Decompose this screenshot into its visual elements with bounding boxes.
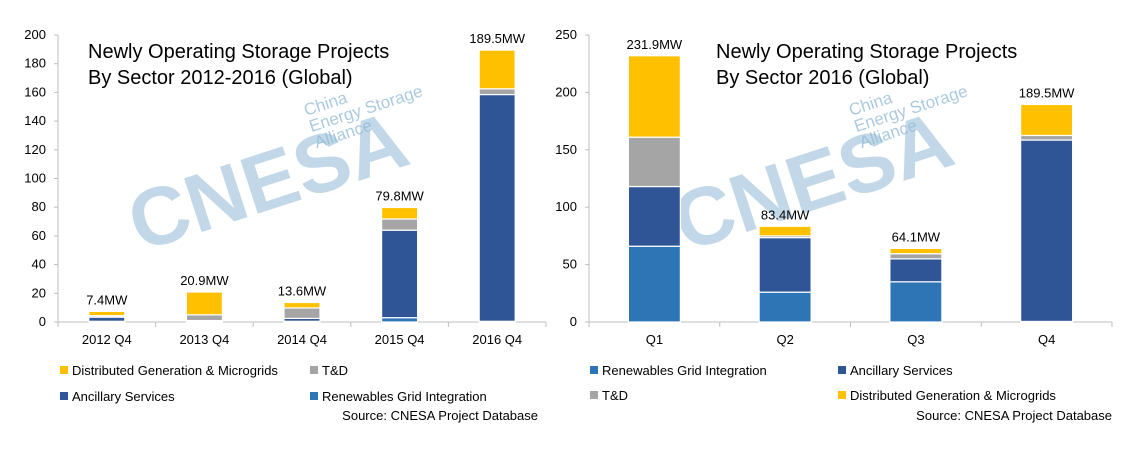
chart-1-title-line-1: Newly Operating Storage Projects: [88, 41, 389, 63]
chart-1-bar-2015-q4-ancillary-services: [381, 229, 419, 319]
chart-2-title-line-1: Newly Operating Storage Projects: [716, 41, 1017, 63]
chart-1-bar-2016-q4-t-d: [478, 88, 516, 96]
chart-1-total-label-2016-q4: 189.5MW: [469, 31, 525, 46]
chart-2-bar-q1-ancillary-services: [627, 185, 681, 247]
chart-1-x-tick-label: 2014 Q4: [277, 332, 327, 347]
chart-1-bars: [88, 49, 516, 323]
chart-1-x-tick-label: 2013 Q4: [179, 332, 229, 347]
chart-2-data-labels: 231.9MW 83.4MW 64.1MW 189.5MW: [627, 37, 1076, 245]
chart-1-bar-2016-q4-distributed-generation-microgrids: [478, 49, 516, 90]
chart-1-total-label-2013-q4: 20.9MW: [180, 273, 229, 288]
chart-1-y-tick-label: 160: [24, 84, 46, 99]
chart-1-legend-swatch-ancillary: [60, 392, 68, 400]
chart-1-y-tick-label: 180: [24, 56, 46, 71]
chart-1-y-tick-label: 0: [39, 314, 46, 329]
chart-1-legend: Distributed Generation & Microgrids T&D …: [60, 363, 487, 404]
chart-2-y-tick-label: 250: [555, 27, 577, 42]
chart-2-bar-q4-distributed-generation-microgrids: [1020, 103, 1074, 137]
chart-1-bar-2015-q4-t-d: [381, 218, 419, 231]
chart-2-bar-q3-ancillary-services: [889, 258, 943, 283]
chart-2-total-label-q3: 64.1MW: [892, 229, 941, 244]
chart-1-source: Source: CNESA Project Database: [342, 408, 538, 423]
chart-1-legend-swatch-td: [310, 366, 318, 374]
chart-2-bar-q3-distributed-generation-microgrids: [889, 247, 943, 255]
chart-1-total-label-2015-q4: 79.8MW: [375, 188, 424, 203]
chart-1-data-labels: 7.4MW 20.9MW 13.6MW 79.8MW 189.5MW: [86, 31, 526, 307]
chart-2-x-tick-label: Q3: [907, 332, 924, 347]
chart-1-legend-label-dg: Distributed Generation & Microgrids: [72, 363, 278, 378]
chart-2-y-tick-label: 200: [555, 84, 577, 99]
chart-2-legend-swatch-ancillary: [838, 366, 846, 374]
chart-2-legend-swatch-renewables: [590, 366, 598, 374]
chart-2-bar-q4-t-d: [1020, 134, 1074, 141]
chart-2-y-tick-label: 50: [563, 257, 577, 272]
chart-1-legend-label-ancillary: Ancillary Services: [72, 389, 175, 404]
chart-1-y-tick-label: 60: [32, 228, 46, 243]
chart-2-y-tick-label: 150: [555, 142, 577, 157]
chart-2-bar-q2-ancillary-services: [758, 237, 812, 293]
chart-2-legend-label-td: T&D: [602, 388, 628, 403]
chart-1-y-tick-label: 140: [24, 113, 46, 128]
chart-1-bar-2013-q4-t-d: [185, 314, 223, 322]
chart-1-title-line-2: By Sector 2012-2016 (Global): [88, 67, 353, 89]
chart-2-total-label-q1: 231.9MW: [627, 37, 683, 52]
chart-1-bar-2013-q4-distributed-generation-microgrids: [185, 291, 223, 316]
chart-1-x-tick-label: 2016 Q4: [472, 332, 522, 347]
chart-1-bar-2015-q4-renewables-grid-integration: [381, 317, 419, 323]
chart-2-legend: Renewables Grid Integration Ancillary Se…: [590, 363, 1056, 403]
chart-2-bars: [627, 55, 1074, 323]
chart-2-source: Source: CNESA Project Database: [916, 408, 1112, 423]
chart-2-x-tick-label: Q4: [1038, 332, 1055, 347]
chart-2-legend-swatch-dg: [838, 391, 846, 399]
chart-2-total-label-q4: 189.5MW: [1019, 85, 1075, 100]
chart-1-y-tick-label: 20: [32, 285, 46, 300]
chart-1-total-label-2014-q4: 13.6MW: [278, 283, 327, 298]
chart-1-y-tick-label: 120: [24, 142, 46, 157]
chart-2-watermark: CNESA China Energy Storage Alliance: [662, 81, 970, 269]
chart-2-legend-label-ancillary: Ancillary Services: [850, 363, 953, 378]
chart-1-x-tick-label: 2015 Q4: [375, 332, 425, 347]
chart-2-y-tick-label: 0: [570, 314, 577, 329]
chart-1-y-tick-label: 40: [32, 257, 46, 272]
chart-1-bar-2014-q4-t-d: [283, 307, 321, 320]
chart-1-watermark-main: CNESA: [117, 94, 418, 269]
chart-2-total-label-q2: 83.4MW: [761, 207, 810, 222]
chart-2-bar-q3-t-d: [889, 253, 943, 260]
chart-2-bar-q1-renewables-grid-integration: [627, 245, 681, 323]
chart-1-x-tick-label: 2012 Q4: [82, 332, 132, 347]
chart-1: CNESA China Energy Storage Alliance 0204…: [24, 27, 547, 423]
chart-1-total-label-2012-q4: 7.4MW: [86, 292, 128, 307]
chart-1-legend-swatch-dg: [60, 366, 68, 374]
chart-1-bar-2014-q4-distributed-generation-microgrids: [283, 301, 321, 309]
chart-2: CNESA China Energy Storage Alliance 0 50 1…: [555, 27, 1113, 423]
chart-1-bar-2015-q4-distributed-generation-microgrids: [381, 206, 419, 220]
chart-2-x-tick-label: Q1: [646, 332, 663, 347]
chart-2-bar-q1-t-d: [627, 136, 681, 188]
chart-2-bar-q2-distributed-generation-microgrids: [758, 225, 812, 237]
chart-2-bar-q3-renewables-grid-integration: [889, 281, 943, 323]
chart-1-y-tick-label: 200: [24, 27, 46, 42]
chart-1-legend-label-renewables: Renewables Grid Integration: [322, 389, 487, 404]
chart-2-legend-label-renewables: Renewables Grid Integration: [602, 363, 767, 378]
chart-2-bar-q4-ancillary-services: [1020, 139, 1074, 323]
chart-2-y-tick-label: 100: [555, 199, 577, 214]
chart-1-legend-label-td: T&D: [322, 363, 348, 378]
chart-2-legend-swatch-td: [590, 391, 598, 399]
chart-1-y-tick-label: 100: [24, 171, 46, 186]
chart-2-bar-q2-renewables-grid-integration: [758, 291, 812, 323]
chart-1-bar-2012-q4-ancillary-services: [88, 316, 126, 322]
chart-2-bar-q1-distributed-generation-microgrids: [627, 55, 681, 138]
chart-2-legend-label-dg: Distributed Generation & Microgrids: [850, 388, 1056, 403]
chart-1-legend-swatch-renewables: [310, 392, 318, 400]
chart-2-x-tick-label: Q2: [776, 332, 793, 347]
chart-1-y-tick-label: 80: [32, 199, 46, 214]
chart-1-bar-2012-q4-distributed-generation-microgrids: [88, 310, 126, 317]
chart-2-title-line-2: By Sector 2016 (Global): [716, 67, 929, 89]
chart-1-bar-2016-q4-ancillary-services: [478, 93, 516, 322]
